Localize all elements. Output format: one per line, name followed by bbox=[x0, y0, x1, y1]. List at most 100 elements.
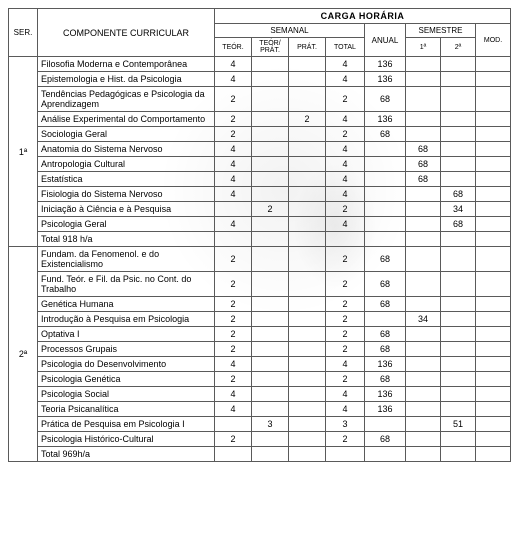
cell-s1: 68 bbox=[406, 142, 441, 157]
component-name: Tendências Pedagógicas e Psicologia da A… bbox=[38, 87, 215, 112]
series-cell: 1ª bbox=[9, 57, 38, 247]
total-empty bbox=[215, 232, 252, 247]
header-prat: PRÁT. bbox=[289, 38, 326, 57]
cell-anual: 136 bbox=[365, 57, 406, 72]
component-name: Psicologia Social bbox=[38, 387, 215, 402]
cell-prat bbox=[289, 402, 326, 417]
header-anual: ANUAL bbox=[365, 24, 406, 57]
cell-prat bbox=[289, 432, 326, 447]
cell-teor: 4 bbox=[215, 402, 252, 417]
cell-anual: 136 bbox=[365, 402, 406, 417]
cell-tp bbox=[252, 297, 289, 312]
cell-anual: 68 bbox=[365, 432, 406, 447]
cell-tp bbox=[252, 142, 289, 157]
total-empty bbox=[406, 232, 441, 247]
cell-anual bbox=[365, 142, 406, 157]
total-empty bbox=[441, 447, 476, 462]
cell-total: 4 bbox=[326, 187, 365, 202]
component-name: Optativa I bbox=[38, 327, 215, 342]
table-row: Introdução à Pesquisa em Psicologia2234 bbox=[9, 312, 511, 327]
cell-mod bbox=[476, 142, 511, 157]
header-carga: CARGA HORÁRIA bbox=[215, 9, 511, 24]
table-row: Estatística4468 bbox=[9, 172, 511, 187]
cell-s1 bbox=[406, 372, 441, 387]
total-label: Total 969h/a bbox=[38, 447, 215, 462]
cell-s2 bbox=[441, 247, 476, 272]
cell-s1 bbox=[406, 112, 441, 127]
cell-mod bbox=[476, 402, 511, 417]
cell-mod bbox=[476, 202, 511, 217]
table-row: Iniciação à Ciência e à Pesquisa2234 bbox=[9, 202, 511, 217]
cell-teor: 4 bbox=[215, 387, 252, 402]
cell-prat bbox=[289, 202, 326, 217]
cell-tp bbox=[252, 187, 289, 202]
cell-prat bbox=[289, 87, 326, 112]
cell-mod bbox=[476, 342, 511, 357]
cell-anual: 136 bbox=[365, 387, 406, 402]
cell-tp: 3 bbox=[252, 417, 289, 432]
cell-tp bbox=[252, 157, 289, 172]
cell-s2 bbox=[441, 297, 476, 312]
cell-teor: 2 bbox=[215, 297, 252, 312]
component-name: Sociologia Geral bbox=[38, 127, 215, 142]
cell-anual bbox=[365, 157, 406, 172]
cell-s1 bbox=[406, 57, 441, 72]
cell-s1: 34 bbox=[406, 312, 441, 327]
table-row: Anatomia do Sistema Nervoso4468 bbox=[9, 142, 511, 157]
cell-s2 bbox=[441, 372, 476, 387]
cell-prat bbox=[289, 127, 326, 142]
cell-tp bbox=[252, 387, 289, 402]
component-name: Fisiologia do Sistema Nervoso bbox=[38, 187, 215, 202]
component-name: Processos Grupais bbox=[38, 342, 215, 357]
header-componente: COMPONENTE CURRICULAR bbox=[38, 9, 215, 57]
cell-total: 2 bbox=[326, 372, 365, 387]
cell-s1 bbox=[406, 342, 441, 357]
cell-s2 bbox=[441, 142, 476, 157]
cell-s2: 51 bbox=[441, 417, 476, 432]
table-row: Psicologia Genética2268 bbox=[9, 372, 511, 387]
cell-prat bbox=[289, 187, 326, 202]
cell-s1 bbox=[406, 432, 441, 447]
component-name: Estatística bbox=[38, 172, 215, 187]
cell-total: 2 bbox=[326, 432, 365, 447]
cell-s1 bbox=[406, 87, 441, 112]
cell-s1 bbox=[406, 202, 441, 217]
cell-mod bbox=[476, 87, 511, 112]
cell-teor: 4 bbox=[215, 217, 252, 232]
cell-s2 bbox=[441, 312, 476, 327]
cell-mod bbox=[476, 297, 511, 312]
cell-teor: 2 bbox=[215, 432, 252, 447]
cell-s2 bbox=[441, 432, 476, 447]
cell-s1 bbox=[406, 187, 441, 202]
cell-s1 bbox=[406, 402, 441, 417]
cell-s2 bbox=[441, 387, 476, 402]
cell-total: 4 bbox=[326, 157, 365, 172]
component-name: Psicologia Histórico-Cultural bbox=[38, 432, 215, 447]
cell-prat bbox=[289, 57, 326, 72]
cell-s2 bbox=[441, 327, 476, 342]
cell-tp bbox=[252, 112, 289, 127]
table-row: Análise Experimental do Comportamento224… bbox=[9, 112, 511, 127]
cell-s1 bbox=[406, 127, 441, 142]
cell-total: 4 bbox=[326, 357, 365, 372]
cell-anual: 68 bbox=[365, 247, 406, 272]
total-empty bbox=[215, 447, 252, 462]
cell-teor: 2 bbox=[215, 342, 252, 357]
cell-tp bbox=[252, 432, 289, 447]
cell-s2: 68 bbox=[441, 187, 476, 202]
cell-teor bbox=[215, 202, 252, 217]
cell-teor bbox=[215, 417, 252, 432]
table-row: Prática de Pesquisa em Psicologia I3351 bbox=[9, 417, 511, 432]
total-empty bbox=[252, 447, 289, 462]
cell-prat bbox=[289, 172, 326, 187]
total-empty bbox=[476, 447, 511, 462]
cell-mod bbox=[476, 187, 511, 202]
component-name: Filosofia Moderna e Contemporânea bbox=[38, 57, 215, 72]
cell-s1 bbox=[406, 272, 441, 297]
cell-tp bbox=[252, 372, 289, 387]
total-empty bbox=[252, 232, 289, 247]
total-label: Total 918 h/a bbox=[38, 232, 215, 247]
component-name: Epistemologia e Hist. da Psicologia bbox=[38, 72, 215, 87]
cell-anual: 68 bbox=[365, 87, 406, 112]
cell-s2 bbox=[441, 87, 476, 112]
